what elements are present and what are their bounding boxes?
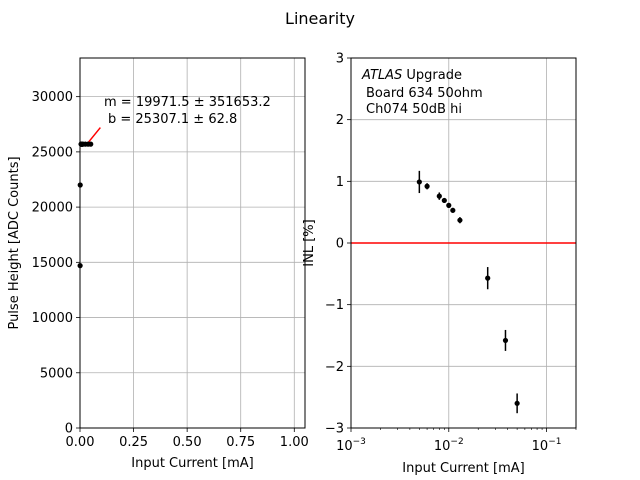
left-y-tick-label: 0 — [65, 422, 73, 437]
left-y-tick-label: 20000 — [32, 201, 73, 216]
left-x-axis-label: Input Current [mA] — [131, 456, 253, 471]
left-y-tick-label: 10000 — [32, 311, 73, 326]
left-x-tick-label: 0.50 — [173, 435, 202, 450]
right-y-tick-label: 2 — [336, 113, 344, 128]
right-data-point — [485, 275, 491, 281]
right-points — [416, 170, 520, 414]
left-y-tick-label: 15000 — [32, 256, 73, 271]
right-data-point — [424, 183, 430, 189]
left-x-tick-label: 0.75 — [226, 435, 255, 450]
right-annotation-line2: Board 634 50ohm — [366, 86, 483, 101]
right-data-point — [457, 217, 463, 223]
left-fit-slope: m = 19971.5 ± 351653.2 — [104, 95, 271, 110]
right-x-tick-label: 10−1 — [532, 437, 562, 454]
atlas-label: ATLAS — [361, 68, 402, 83]
right-y-tick-label: −2 — [325, 360, 344, 375]
left-panel: 0.00 0.25 0.50 0.75 1.00 0 5000 10000 15000 20000… — [7, 57, 309, 471]
left-data-point — [88, 141, 94, 147]
right-x-tick-label: 10−2 — [434, 437, 464, 454]
right-panel: 10−3 10−2 10−1 −3 −2 −1 0 1 2 3 ATLAS Upgrade Boa… — [302, 52, 577, 476]
right-data-point — [436, 193, 442, 199]
left-y-axis-label: Pulse Height [ADC Counts] — [7, 156, 22, 329]
right-x-tick-label: 10−3 — [336, 437, 366, 454]
right-data-point — [416, 179, 422, 185]
upgrade-label: Upgrade — [402, 68, 462, 83]
left-x-tick-label: 0.00 — [66, 435, 95, 450]
right-data-point — [446, 202, 452, 208]
left-plot-area — [80, 58, 305, 428]
left-y-tick-label: 25000 — [32, 145, 73, 160]
right-data-point — [441, 197, 447, 204]
right-y-tick-label: 3 — [336, 52, 344, 67]
right-y-axis-label: INL [%] — [302, 219, 317, 266]
right-data-point — [514, 400, 520, 406]
right-data-point — [450, 207, 456, 213]
right-data-point — [502, 337, 509, 344]
left-x-tick-label: 0.25 — [119, 435, 148, 450]
left-ticks: 0.00 0.25 0.50 0.75 1.00 0 5000 10000 15000 20000… — [32, 90, 309, 450]
left-x-tick-label: 1.00 — [280, 435, 309, 450]
right-y-tick-label: −3 — [325, 422, 344, 437]
left-y-tick-label: 30000 — [32, 90, 73, 105]
right-x-axis-label: Input Current [mA] — [402, 461, 524, 476]
right-annotation-line3: Ch074 50dB hi — [366, 102, 462, 117]
left-y-tick-label: 5000 — [40, 366, 73, 381]
left-fit-intercept: b = 25307.1 ± 62.8 — [108, 112, 237, 127]
right-y-tick-label: 1 — [336, 175, 344, 190]
right-y-tick-label: −1 — [325, 298, 344, 313]
right-annotation-line1: ATLAS Upgrade — [361, 68, 462, 83]
figure-title: Linearity — [285, 9, 355, 28]
left-axes-frame — [79, 57, 306, 429]
right-ticks: 10−3 10−2 10−1 −3 −2 −1 0 1 2 3 — [325, 52, 577, 454]
right-y-tick-label: 0 — [336, 237, 344, 252]
